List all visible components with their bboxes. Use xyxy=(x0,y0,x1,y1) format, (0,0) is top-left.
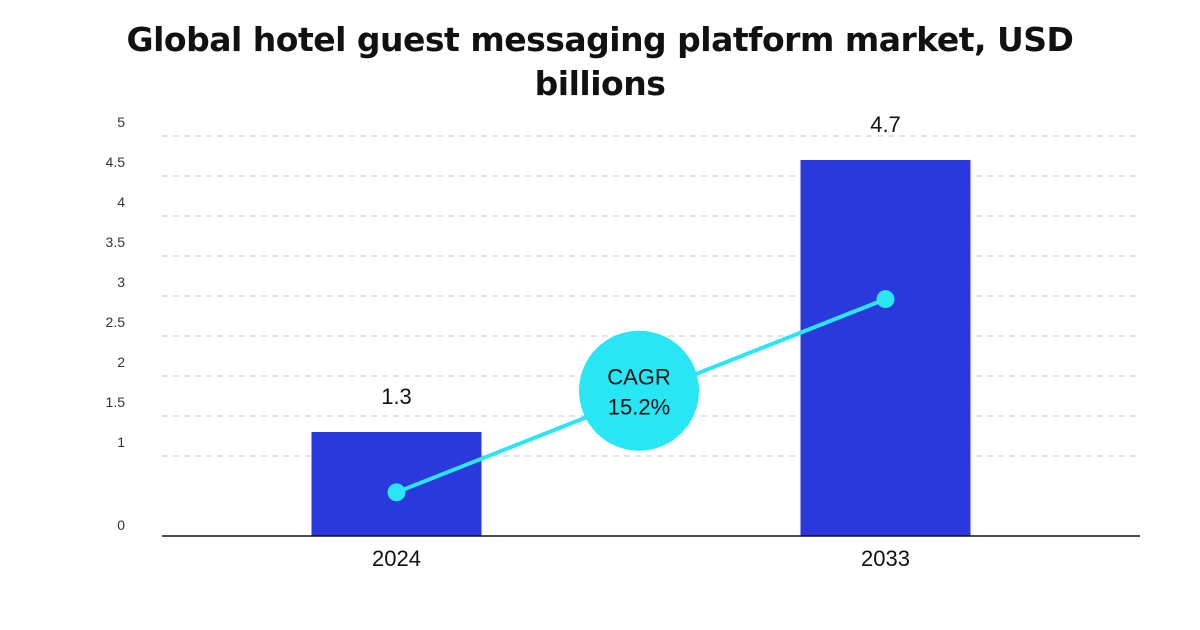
y-axis-ticks: 0 1 1.5 2 2.5 3 3.5 4 4.5 5 xyxy=(106,114,126,533)
x-tick-label: 2024 xyxy=(372,546,421,571)
data-labels: 1.3 4.7 xyxy=(381,112,901,409)
x-axis-ticks: 2024 2033 xyxy=(372,546,910,571)
cagr-end-point xyxy=(876,290,895,309)
cagr-label: CAGR xyxy=(607,365,671,390)
y-tick-label: 2 xyxy=(117,354,125,370)
y-tick-label: 1 xyxy=(117,434,125,450)
y-tick-label: 2.5 xyxy=(106,314,126,330)
cagr-bubble xyxy=(579,330,699,451)
y-tick-label: 3 xyxy=(117,274,125,290)
cagr-annotation: CAGR 15.2% xyxy=(387,290,895,502)
cagr-value: 15.2% xyxy=(608,395,670,420)
cagr-start-point xyxy=(387,483,406,502)
y-tick-label: 0 xyxy=(117,517,125,533)
y-tick-label: 1.5 xyxy=(106,394,126,410)
bar-2033 xyxy=(800,160,971,536)
y-tick-label: 4.5 xyxy=(106,154,126,170)
y-tick-label: 3.5 xyxy=(106,234,126,250)
x-tick-label: 2033 xyxy=(861,546,910,571)
grid-lines xyxy=(162,135,1140,457)
y-tick-label: 4 xyxy=(117,194,125,210)
y-tick-label: 5 xyxy=(117,114,125,130)
chart-title: Global hotel guest messaging platform ma… xyxy=(126,20,1074,103)
data-label-2033: 4.7 xyxy=(870,112,901,137)
data-label-2024: 1.3 xyxy=(381,384,412,409)
